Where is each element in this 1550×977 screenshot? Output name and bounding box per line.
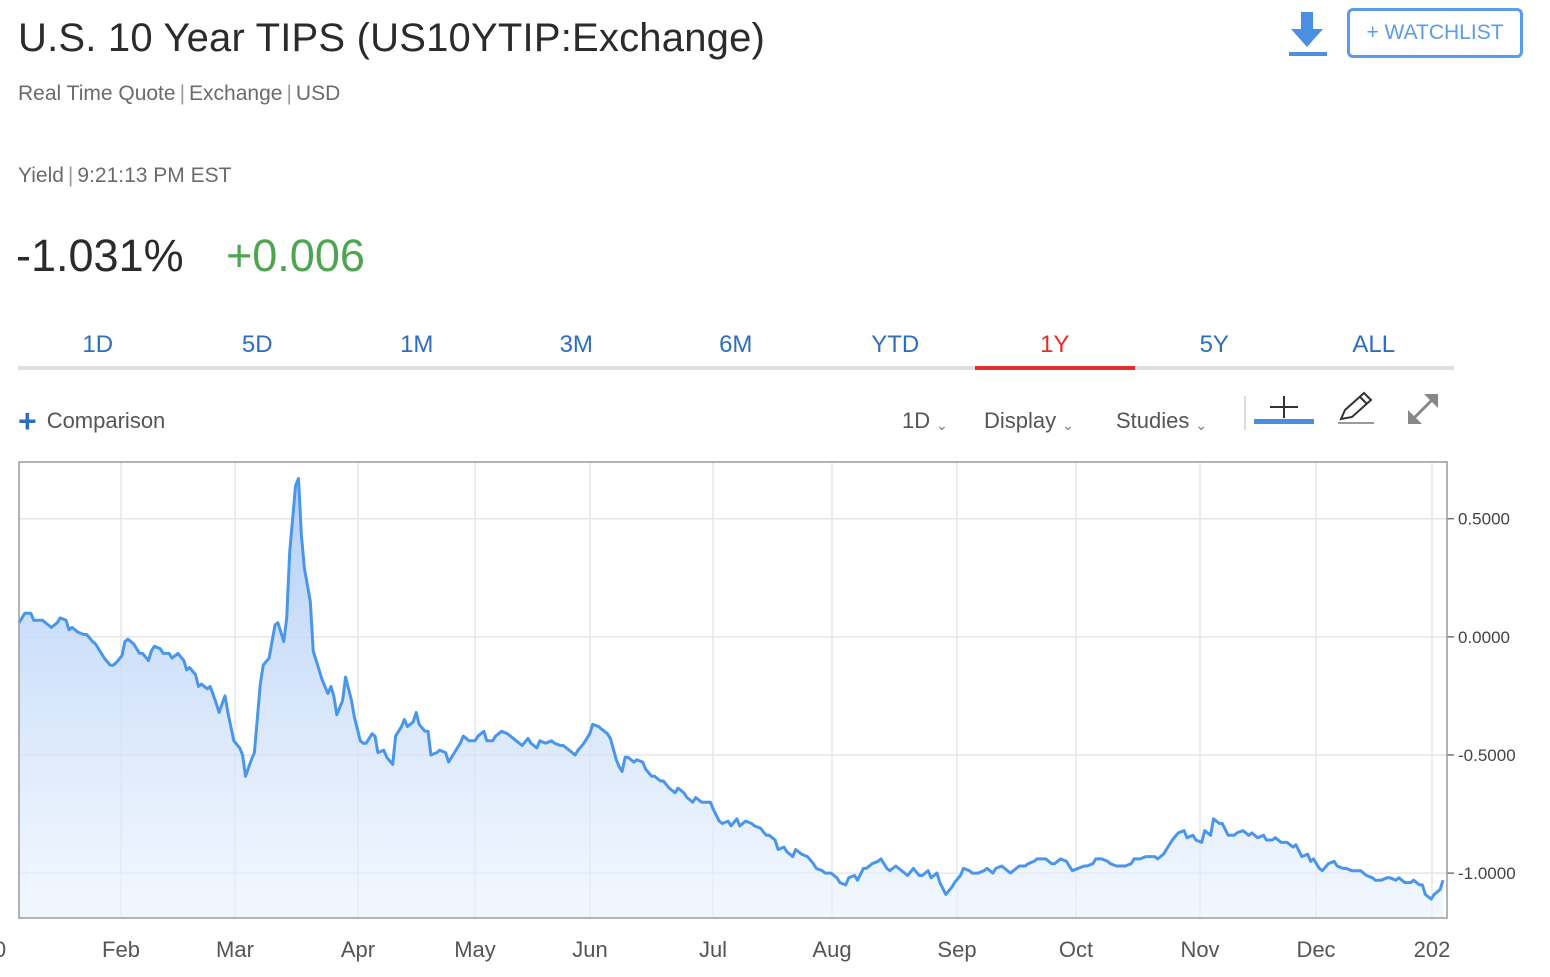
tab-6m[interactable]: 6M bbox=[719, 331, 753, 358]
separator: | bbox=[286, 82, 292, 105]
chevron-down-icon: ⌄ bbox=[936, 417, 948, 433]
watchlist-button[interactable]: + WATCHLIST bbox=[1347, 8, 1523, 58]
plus-icon: + bbox=[18, 403, 37, 439]
x-tick-label: May bbox=[454, 937, 496, 962]
exchange-label: Exchange bbox=[189, 82, 283, 105]
quote-subtitle: Real Time Quote | Exchange | USD bbox=[18, 82, 340, 106]
yield-timestamp: Yield | 9:21:13 PM EST bbox=[18, 164, 231, 188]
pencil-icon[interactable] bbox=[1334, 390, 1376, 428]
comparison-label: Comparison bbox=[46, 408, 166, 433]
tab-ytd[interactable]: YTD bbox=[871, 331, 920, 358]
x-tick-label: Mar bbox=[216, 937, 254, 962]
y-tick-label: -0.5000 bbox=[1458, 746, 1516, 765]
x-tick-label: 0 bbox=[0, 937, 6, 962]
range-tabs: 1D 5D 1M 3M 6M YTD 1Y 5Y ALL bbox=[18, 326, 1454, 370]
toolbar-divider bbox=[1244, 396, 1246, 430]
chevron-down-icon: ⌄ bbox=[1195, 417, 1208, 433]
display-dropdown[interactable]: Display ⌄ bbox=[984, 408, 1074, 434]
price-value: -1.031% bbox=[16, 230, 184, 281]
series-area-fill bbox=[19, 478, 1443, 918]
yield-chart[interactable]: 0.5000 0.0000 -0.5000 -1.0000 0 Feb Mar Apr May… bbox=[0, 455, 1550, 972]
x-tick-label: 202 bbox=[1414, 937, 1451, 962]
studies-label: Studies bbox=[1116, 408, 1190, 433]
separator: | bbox=[67, 164, 74, 187]
page-title: U.S. 10 Year TIPS (US10YTIP:Exchange) bbox=[18, 16, 766, 60]
tab-5d[interactable]: 5D bbox=[241, 331, 273, 358]
tab-all[interactable]: ALL bbox=[1352, 331, 1396, 358]
tab-1m[interactable]: 1M bbox=[400, 331, 434, 358]
currency-label: USD bbox=[295, 82, 341, 105]
studies-dropdown[interactable]: Studies ⌄ bbox=[1116, 408, 1207, 434]
quote-type: Real Time Quote bbox=[18, 82, 176, 105]
y-tick-label: -1.0000 bbox=[1458, 864, 1516, 883]
comparison-button[interactable]: + Comparison bbox=[18, 403, 166, 439]
x-tick-label: Jun bbox=[572, 937, 607, 962]
download-icon[interactable] bbox=[1286, 10, 1330, 58]
crosshair-icon[interactable] bbox=[1254, 392, 1314, 428]
x-tick-label: Nov bbox=[1180, 937, 1219, 962]
x-tick-label: Sep bbox=[937, 937, 976, 962]
interval-dropdown[interactable]: 1D ⌄ bbox=[902, 408, 948, 434]
chart-area: 0.5000 0.0000 -0.5000 -1.0000 0 Feb Mar Apr May… bbox=[0, 455, 1550, 972]
x-tick-label: Aug bbox=[812, 937, 851, 962]
series-line bbox=[17, 477, 1445, 901]
chart-toolbar: + Comparison 1D ⌄ Display ⌄ Studies ⌄ bbox=[18, 391, 1448, 448]
x-tick-label: Jul bbox=[699, 937, 727, 962]
x-tick-label: Dec bbox=[1296, 937, 1335, 962]
tab-3m[interactable]: 3M bbox=[559, 331, 593, 358]
x-tick-label: Apr bbox=[341, 937, 375, 962]
price-change: +0.006 bbox=[226, 230, 365, 281]
y-tick-label: 0.0000 bbox=[1458, 628, 1510, 647]
expand-icon[interactable] bbox=[1404, 390, 1442, 428]
tabs-underline bbox=[18, 366, 1454, 370]
yield-label: Yield bbox=[18, 164, 64, 187]
tab-5y[interactable]: 5Y bbox=[1199, 331, 1229, 358]
chevron-down-icon: ⌄ bbox=[1062, 417, 1074, 433]
x-tick-label: Feb bbox=[102, 937, 140, 962]
display-label: Display bbox=[984, 408, 1057, 433]
interval-label: 1D bbox=[902, 408, 931, 433]
tab-1d[interactable]: 1D bbox=[82, 331, 114, 358]
plot-frame bbox=[18, 461, 1448, 919]
x-tick-label: Oct bbox=[1059, 937, 1093, 962]
tab-1y[interactable]: 1Y bbox=[975, 326, 1135, 370]
separator: | bbox=[179, 82, 186, 105]
quote-time: 9:21:13 PM EST bbox=[77, 164, 232, 187]
y-tick-label: 0.5000 bbox=[1458, 510, 1510, 529]
